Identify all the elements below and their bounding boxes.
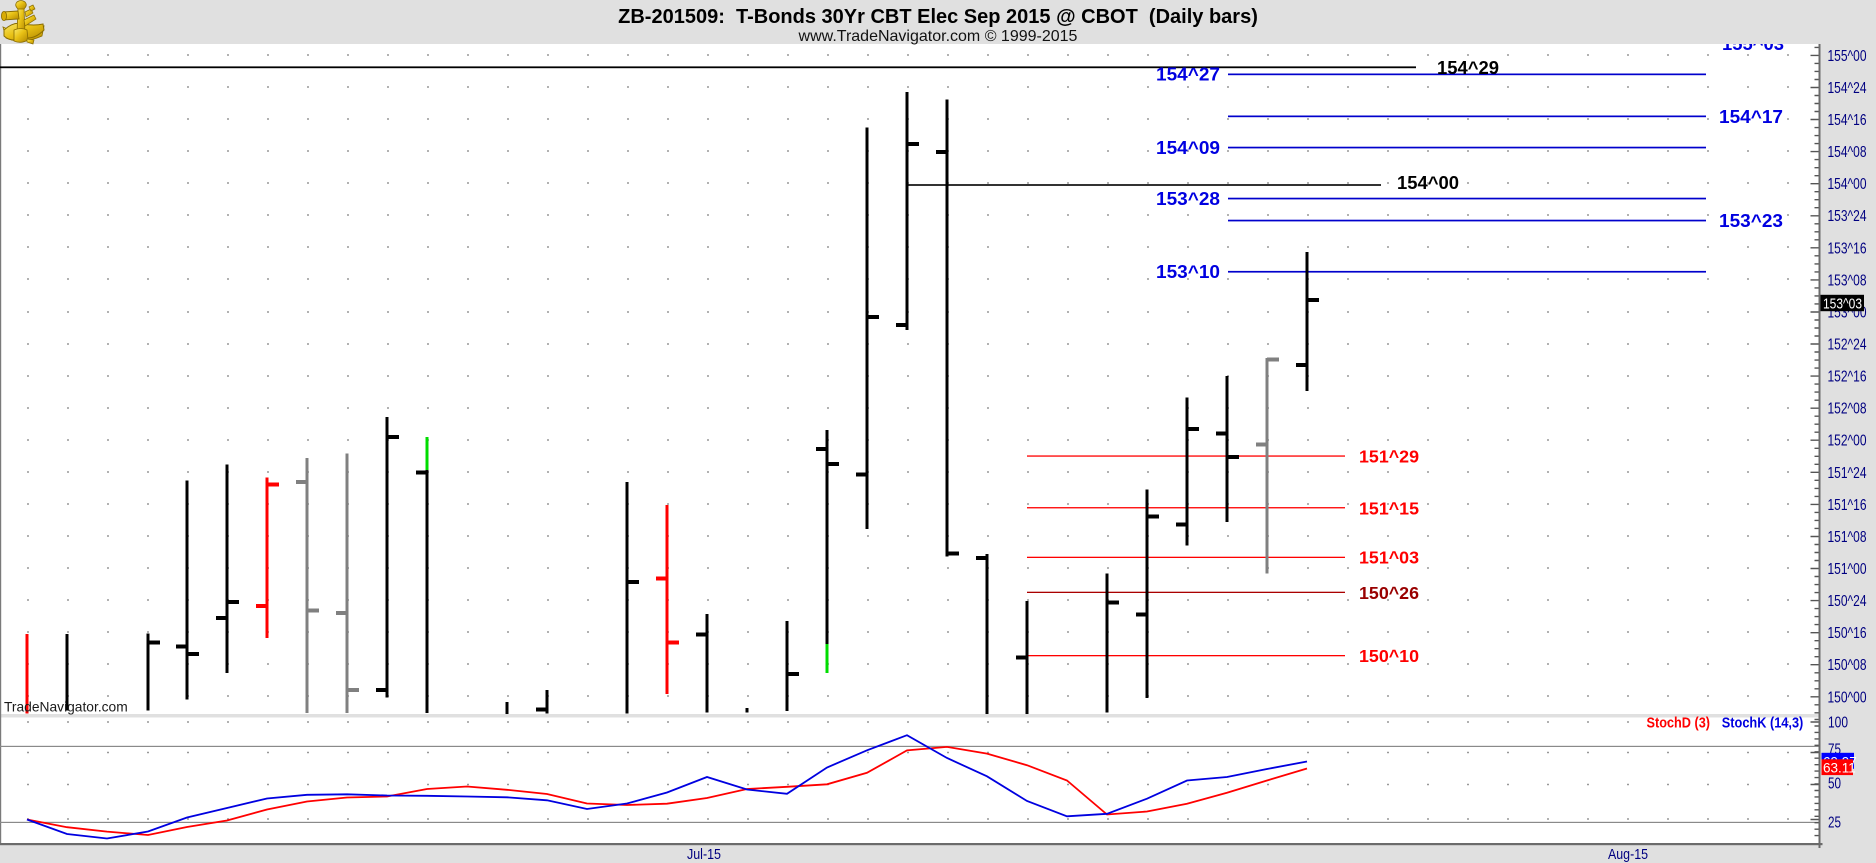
svg-text:63.11: 63.11	[1823, 760, 1856, 775]
svg-text:150^10: 150^10	[1359, 646, 1419, 666]
svg-text:153^03: 153^03	[1823, 296, 1862, 312]
svg-text:154^00: 154^00	[1828, 176, 1867, 193]
svg-text:154^24: 154^24	[1828, 80, 1867, 97]
svg-text:25: 25	[1828, 815, 1841, 832]
svg-text:151^00: 151^00	[1828, 561, 1867, 578]
svg-text:153^24: 153^24	[1828, 208, 1867, 225]
svg-text:155^03: 155^03	[1722, 34, 1784, 54]
svg-text:151^08: 151^08	[1828, 529, 1867, 546]
svg-text:154^00: 154^00	[1397, 173, 1459, 193]
svg-text:151^16: 151^16	[1828, 497, 1867, 514]
svg-text:StochD (3): StochD (3)	[1647, 716, 1711, 732]
svg-text:153^23: 153^23	[1719, 211, 1783, 231]
svg-text:150^24: 150^24	[1828, 593, 1867, 610]
svg-text:153^28: 153^28	[1156, 189, 1220, 209]
svg-text:154^27: 154^27	[1156, 65, 1220, 85]
svg-text:154^17: 154^17	[1719, 107, 1783, 127]
svg-text:155^00: 155^00	[1828, 48, 1867, 65]
svg-text:154^08: 154^08	[1828, 144, 1867, 161]
svg-text:153^16: 153^16	[1828, 240, 1867, 257]
svg-text:153^10: 153^10	[1156, 262, 1220, 282]
svg-text:152^00: 152^00	[1828, 433, 1867, 450]
svg-text:150^08: 150^08	[1828, 657, 1867, 674]
svg-text:154^09: 154^09	[1156, 138, 1220, 158]
svg-text:152^16: 152^16	[1828, 369, 1867, 386]
svg-text:154^16: 154^16	[1828, 112, 1867, 129]
svg-text:50: 50	[1828, 776, 1841, 793]
svg-text:151^15: 151^15	[1359, 499, 1419, 519]
svg-text:152^24: 152^24	[1828, 337, 1867, 354]
svg-text:154^29: 154^29	[1437, 58, 1499, 78]
svg-text:150^00: 150^00	[1828, 689, 1867, 706]
svg-text:StochK (14,3): StochK (14,3)	[1722, 716, 1804, 732]
svg-text:ZB-201509: T-Bonds 30Yr CBT E: ZB-201509: T-Bonds 30Yr CBT Elec Sep 201…	[618, 6, 1258, 28]
svg-text:Jul-15: Jul-15	[687, 846, 721, 863]
svg-text:151^24: 151^24	[1828, 465, 1867, 482]
svg-text:TradeNavigator.com: TradeNavigator.com	[4, 700, 128, 715]
svg-text:150^16: 150^16	[1828, 625, 1867, 642]
svg-text:151^03: 151^03	[1359, 548, 1419, 568]
svg-text:151^29: 151^29	[1359, 447, 1419, 467]
svg-text:www.TradeNavigator.com © 1999-: www.TradeNavigator.com © 1999-2015	[798, 28, 1078, 45]
svg-text:Aug-15: Aug-15	[1608, 846, 1648, 863]
svg-text:153^08: 153^08	[1828, 272, 1867, 289]
svg-text:150^26: 150^26	[1359, 583, 1419, 603]
svg-text:152^08: 152^08	[1828, 401, 1867, 418]
svg-text:100: 100	[1828, 715, 1848, 732]
